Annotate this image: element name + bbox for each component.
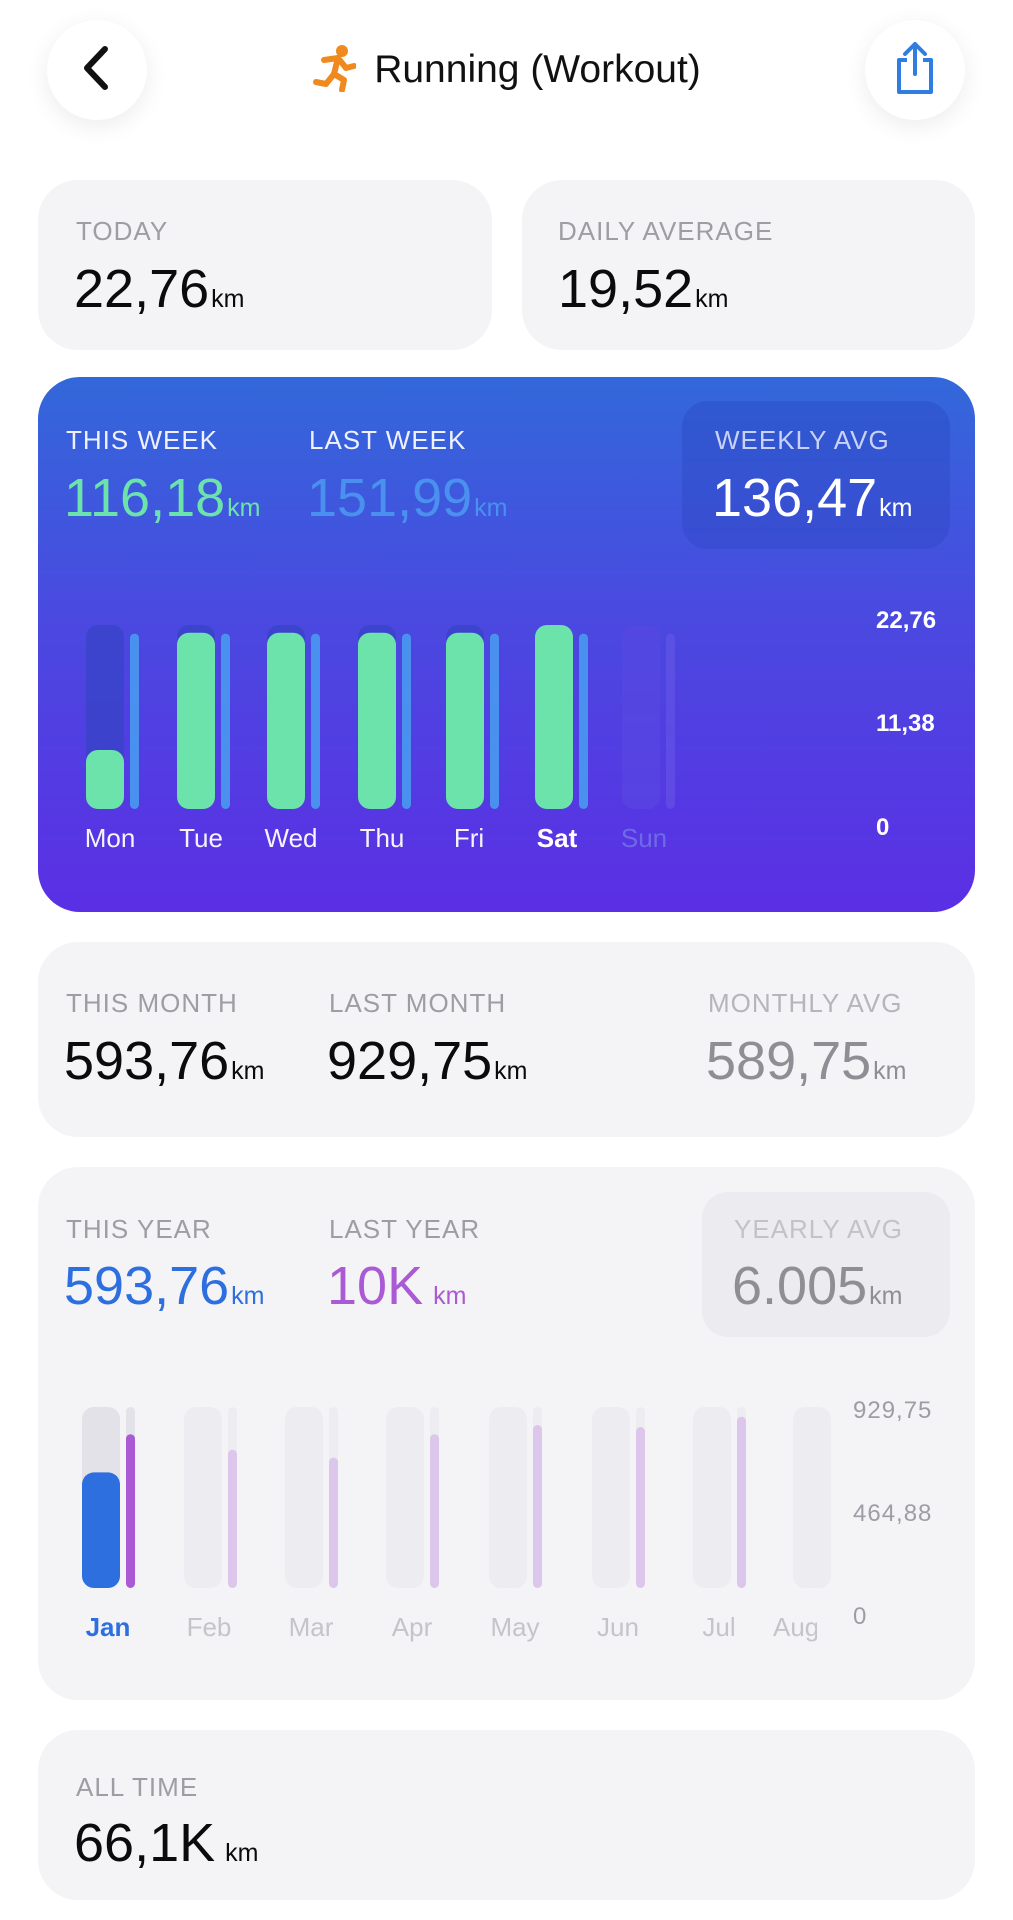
month-label-apr: Apr xyxy=(391,1612,433,1642)
chevron-left-icon xyxy=(77,43,117,98)
last-year-value: 10K km xyxy=(327,1256,467,1316)
year-bar-last-jun xyxy=(636,1427,645,1588)
week-y-tick-zero: 0 xyxy=(876,814,890,841)
page-title: Running (Workout) xyxy=(374,48,701,91)
week-bar-last-wed xyxy=(311,633,320,809)
year-bar-last-jan xyxy=(126,1434,135,1588)
yearly-avg-value: 6.005km xyxy=(732,1256,903,1316)
day-label-sun: Sun xyxy=(620,823,668,853)
day-label-fri: Fri xyxy=(453,823,485,853)
year-bar-track-apr xyxy=(386,1407,424,1588)
weekly-bar-chart xyxy=(86,625,675,809)
last-year-label: LAST YEAR xyxy=(329,1214,481,1244)
day-label-mon: Mon xyxy=(84,823,136,853)
back-button[interactable] xyxy=(47,20,147,120)
year-bar-last-jul xyxy=(737,1416,746,1588)
week-bar-last-mon xyxy=(130,633,139,809)
this-month-value: 593,76km xyxy=(64,1031,265,1091)
last-week-label: LAST WEEK xyxy=(309,425,467,455)
year-bar-track-jun xyxy=(592,1407,630,1588)
month-label-may: May xyxy=(490,1612,540,1642)
share-button[interactable] xyxy=(865,20,965,120)
year-y-tick-top: 929,75 xyxy=(853,1397,933,1424)
monthly-avg-label: MONTHLY AVG xyxy=(708,988,903,1018)
today-label: TODAY xyxy=(76,216,169,246)
year-bar-track-may xyxy=(489,1407,527,1588)
month-label-feb: Feb xyxy=(186,1612,232,1642)
day-label-thu: Thu xyxy=(359,823,405,853)
daily-average-card: DAILY AVERAGE 19,52km xyxy=(522,180,975,350)
year-y-tick-zero: 0 xyxy=(853,1603,868,1630)
week-bar-last-tue xyxy=(221,633,230,809)
year-bar-track-jul xyxy=(693,1407,731,1588)
week-bar-last-sun xyxy=(666,633,675,809)
all-time-value: 66,1K km xyxy=(74,1813,259,1873)
month-label-jun: Jun xyxy=(597,1612,639,1642)
week-bar-track-sun xyxy=(622,625,660,809)
year-bar-last-may xyxy=(533,1425,542,1588)
month-label-aug: Aug xyxy=(773,1612,817,1642)
week-bar-this-tue xyxy=(177,632,215,809)
this-year-label: THIS YEAR xyxy=(66,1214,212,1244)
weekly-card[interactable]: THIS WEEK 116,18km LAST WEEK 151,99km WE… xyxy=(38,377,975,912)
this-week-value: 116,18km xyxy=(64,468,261,528)
month-label-jan: Jan xyxy=(85,1612,131,1642)
this-week-label: THIS WEEK xyxy=(66,425,219,455)
year-bar-track-aug xyxy=(793,1407,831,1588)
page-header: Running (Workout) xyxy=(0,40,1013,100)
day-label-wed: Wed xyxy=(264,823,318,853)
monthly-avg-value: 589,75km xyxy=(706,1031,907,1091)
week-bar-this-thu xyxy=(358,632,396,809)
week-bar-last-sat xyxy=(579,633,588,809)
yearly-avg-box xyxy=(702,1192,950,1337)
year-bar-track-feb xyxy=(184,1407,222,1588)
week-y-tick-mid: 11,38 xyxy=(876,710,935,737)
month-label-aug-clip: Aug xyxy=(773,1612,817,1643)
day-label-sat: Sat xyxy=(536,823,578,853)
day-label-tue: Tue xyxy=(179,823,223,853)
last-month-label: LAST MONTH xyxy=(329,988,507,1018)
year-bar-last-apr xyxy=(430,1434,439,1588)
year-bar-last-mar xyxy=(329,1457,338,1588)
year-bar-this-jan xyxy=(82,1472,120,1588)
weekly-avg-label: WEEKLY AVG xyxy=(715,425,890,455)
weekly-avg-value: 136,47km xyxy=(712,468,913,528)
this-month-label: THIS MONTH xyxy=(66,988,238,1018)
week-bar-this-sat xyxy=(535,625,573,809)
this-year-value: 593,76km xyxy=(64,1256,265,1316)
week-bar-this-mon xyxy=(86,749,124,809)
year-bar-last-feb xyxy=(228,1449,237,1588)
week-y-tick-top: 22,76 xyxy=(876,607,937,634)
week-bar-this-fri xyxy=(446,632,484,809)
running-figure-icon xyxy=(312,44,358,97)
month-label-mar: Mar xyxy=(288,1612,334,1642)
last-month-value: 929,75km xyxy=(327,1031,528,1091)
all-time-card: ALL TIME 66,1K km xyxy=(38,1730,975,1900)
today-card: TODAY 22,76km xyxy=(38,180,492,350)
year-bar-track-mar xyxy=(285,1407,323,1588)
all-time-label: ALL TIME xyxy=(76,1772,199,1802)
today-value: 22,76km xyxy=(74,259,245,319)
last-week-value: 151,99km xyxy=(307,468,508,528)
daily-average-label: DAILY AVERAGE xyxy=(558,216,774,246)
monthly-card: THIS MONTH 593,76km LAST MONTH 929,75km … xyxy=(38,942,975,1137)
year-y-tick-mid: 464,88 xyxy=(853,1500,933,1527)
share-icon xyxy=(891,40,939,101)
week-bar-last-fri xyxy=(490,633,499,809)
month-label-jul: Jul xyxy=(702,1612,736,1642)
weekly-avg-box xyxy=(682,401,950,549)
yearly-avg-label: YEARLY AVG xyxy=(734,1214,903,1244)
daily-average-value: 19,52km xyxy=(558,259,729,319)
week-bar-last-thu xyxy=(402,633,411,809)
yearly-bar-chart xyxy=(82,1407,831,1588)
yearly-card[interactable]: THIS YEAR 593,76km LAST YEAR 10K km YEARL… xyxy=(38,1167,975,1700)
week-bar-this-wed xyxy=(267,632,305,809)
